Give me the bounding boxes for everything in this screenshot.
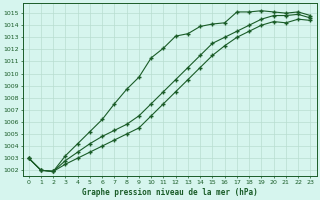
X-axis label: Graphe pression niveau de la mer (hPa): Graphe pression niveau de la mer (hPa) [82, 188, 257, 197]
